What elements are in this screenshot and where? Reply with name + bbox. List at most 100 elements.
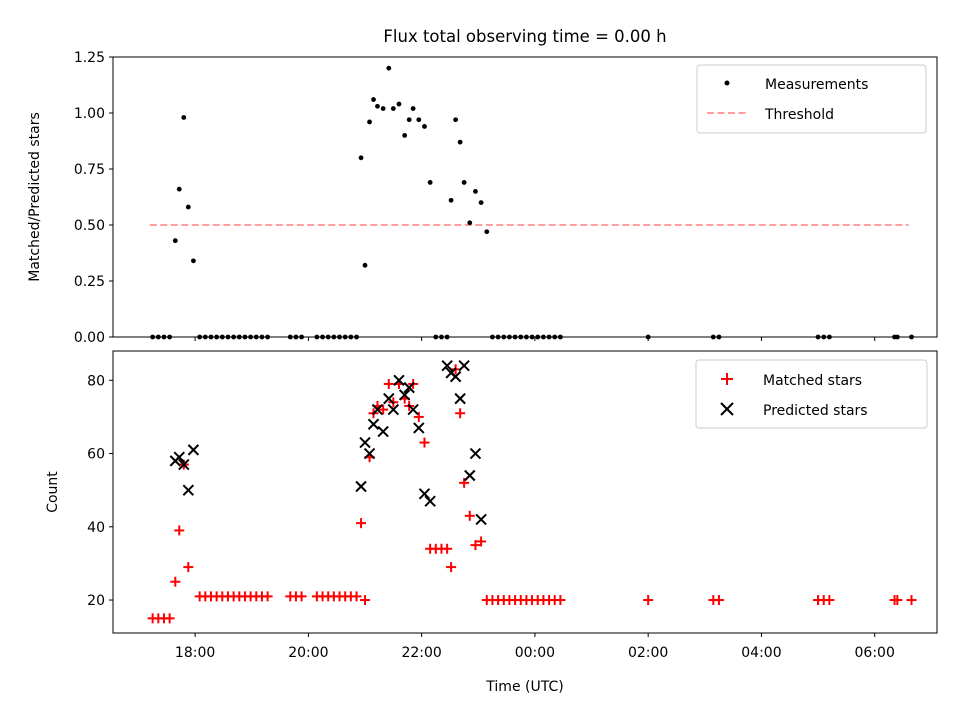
measurement-point [552, 334, 558, 340]
xtick-label-6: 06:00 [855, 645, 895, 661]
measurement-point [176, 186, 182, 192]
legend-predicted-marker [720, 402, 734, 416]
matched-star-point [459, 477, 470, 488]
measurement-point [299, 334, 304, 340]
measurement-point [433, 334, 439, 340]
measurement-point [386, 65, 392, 71]
bottom-legend-box [695, 359, 928, 429]
top-ytick-label-2: 0.50 [74, 218, 105, 234]
predicted-star-point [173, 451, 185, 463]
measurement-point [439, 334, 444, 340]
matched-star-point [470, 540, 481, 551]
measurement-point [406, 117, 412, 123]
top-ytick-label-0: 0.00 [74, 330, 105, 346]
matched-star-point [351, 591, 362, 602]
bottom-ytick-label-2: 60 [87, 447, 105, 463]
measurement-point [225, 334, 231, 340]
top-legend: Measurements Threshold [696, 64, 927, 134]
legend-predicted-label: Predicted stars [763, 403, 868, 419]
matched-star-point [455, 408, 466, 419]
predicted-star-point [182, 484, 195, 496]
measurement-point [191, 258, 196, 264]
measurement-point [396, 101, 402, 107]
measurement-point [202, 334, 208, 340]
measurement-point [518, 334, 524, 340]
measurement-point [362, 262, 368, 268]
matched-star-point [296, 591, 307, 602]
legend-measurements-label: Measurements [765, 77, 868, 93]
measurement-point [380, 106, 386, 111]
measurement-point [716, 334, 722, 340]
measurement-point [172, 238, 178, 244]
measurement-point [453, 117, 459, 123]
measurement-point [557, 334, 563, 340]
matched-star-point [464, 510, 475, 521]
measurement-point [197, 334, 203, 340]
measurement-point [427, 180, 433, 185]
measurement-point [208, 334, 214, 340]
matched-star-point [170, 576, 181, 587]
bottom-legend: Matched stars Predicted stars [695, 359, 928, 429]
bottom-y-axis-label: Count [45, 471, 61, 513]
predicted-star-point [458, 359, 470, 372]
measurement-point [371, 97, 376, 102]
measurement-point [410, 106, 416, 111]
bottom-ytick-label-3: 80 [87, 373, 105, 389]
matched-star-point [378, 404, 389, 415]
predicted-stars-series [169, 359, 487, 526]
matched-star-point [442, 543, 453, 554]
matched-star-point [446, 562, 457, 573]
measurement-point [495, 334, 501, 340]
x-axis-label: Time (UTC) [485, 679, 563, 695]
measurement-point [507, 334, 512, 340]
matched-star-point [906, 595, 917, 606]
measurements-series [150, 65, 914, 340]
measurement-point [331, 334, 337, 340]
measurement-point [416, 117, 422, 123]
legend-matched-marker [721, 373, 733, 385]
matched-star-point [164, 613, 175, 624]
xtick-label-1: 20:00 [288, 645, 328, 661]
legend-matched-label: Matched stars [763, 373, 862, 389]
measurement-point [710, 334, 716, 340]
measurement-point [390, 106, 396, 111]
predicted-star-point [424, 495, 436, 507]
measurement-point [422, 124, 427, 129]
measurement-point [535, 334, 541, 340]
matched-star-point [413, 411, 424, 422]
measurement-point [248, 334, 254, 340]
measurement-point [448, 197, 454, 203]
measurement-point [826, 334, 832, 340]
measurement-point [253, 334, 259, 340]
bottom-ytick-label-0: 20 [87, 593, 105, 609]
matched-star-point [262, 591, 273, 602]
predicted-star-point [418, 488, 431, 500]
measurement-point [242, 334, 248, 340]
measurement-point [541, 334, 546, 340]
measurement-point [457, 139, 463, 145]
bottom-y-axis: 20 40 60 80 [87, 373, 113, 609]
measurement-point [337, 334, 342, 340]
matched-star-point [356, 518, 367, 529]
measurement-point [473, 189, 478, 194]
legend-threshold-label: Threshold [764, 107, 834, 123]
matched-star-point [183, 562, 194, 573]
measurement-point [501, 334, 507, 340]
measurement-point [342, 334, 348, 340]
top-ytick-label-1: 0.25 [74, 274, 105, 290]
predicted-star-point [441, 359, 453, 372]
matched-star-point [643, 595, 654, 606]
predicted-star-point [454, 392, 466, 405]
predicted-star-point [187, 444, 200, 456]
measurement-point [161, 334, 167, 340]
predicted-star-point [377, 425, 389, 438]
xtick-label-5: 04:00 [741, 645, 781, 661]
measurement-point [181, 115, 187, 120]
measurement-point [894, 334, 900, 340]
measurement-point [375, 103, 380, 109]
measurement-point [320, 334, 325, 340]
measurement-point [214, 334, 220, 340]
top-y-axis-label: Matched/Predicted stars [27, 112, 43, 282]
predicted-star-point [393, 374, 405, 387]
measurement-point [358, 155, 364, 161]
